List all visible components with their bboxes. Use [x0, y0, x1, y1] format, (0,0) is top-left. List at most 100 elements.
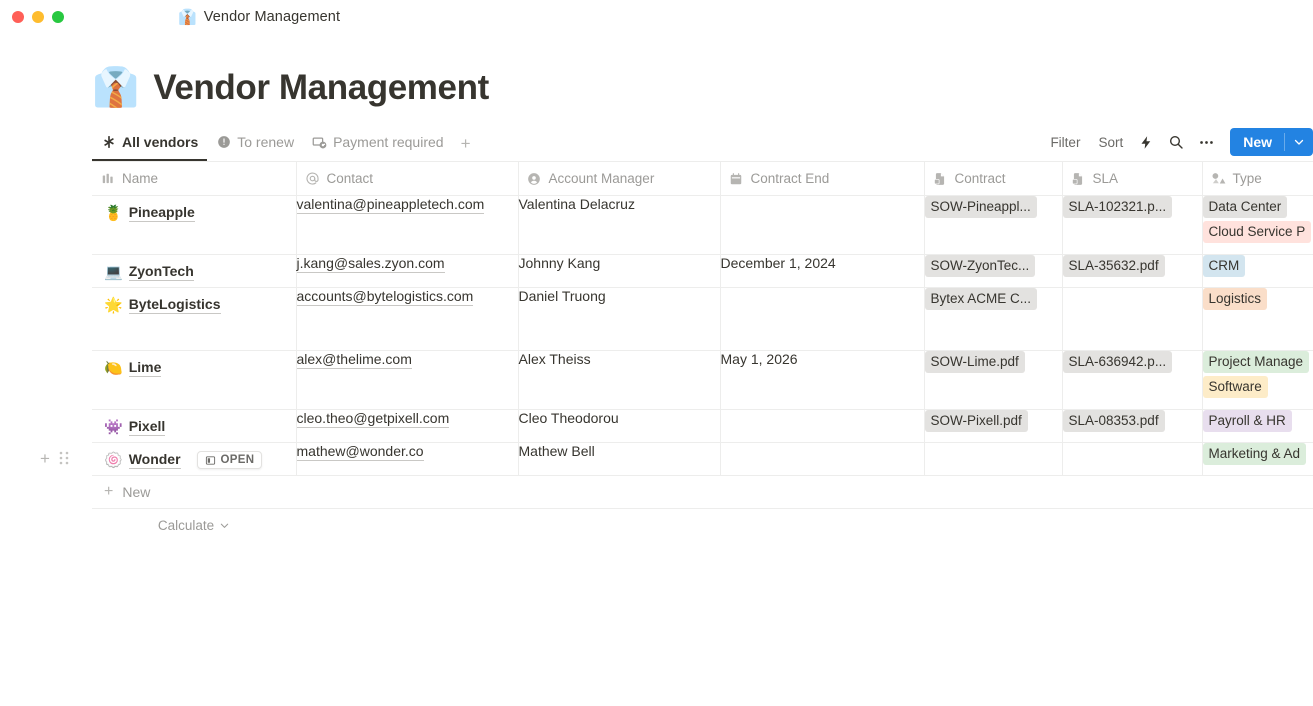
cell-contact[interactable]: mathew@wonder.co	[296, 442, 519, 476]
type-tag[interactable]: Logistics	[1202, 288, 1268, 310]
email-link[interactable]: cleo.theo@getpixell.com	[296, 410, 450, 428]
open-row-button[interactable]: OPEN	[196, 451, 263, 469]
column-header-contract[interactable]: Contract	[924, 161, 1063, 196]
email-link[interactable]: j.kang@sales.zyon.com	[296, 255, 445, 273]
search-icon[interactable]	[1161, 130, 1191, 154]
row-title[interactable]: ZyonTech	[128, 263, 194, 281]
cell-account-manager[interactable]: Daniel Truong	[518, 287, 721, 351]
cell-contract[interactable]: SOW-Pineappl...	[924, 195, 1063, 255]
cell-sla[interactable]: SLA-08353.pdf	[1062, 409, 1203, 443]
tab-all-vendors[interactable]: All vendors	[92, 132, 208, 161]
page-title[interactable]: Vendor Management	[153, 68, 489, 107]
row-title[interactable]: Lime	[128, 359, 162, 377]
lightning-icon[interactable]	[1132, 131, 1161, 154]
cell-sla[interactable]: SLA-636942.p...	[1062, 350, 1203, 410]
row-gutter-controls[interactable]: +	[40, 441, 69, 475]
cell-contact[interactable]: accounts@bytelogistics.com	[296, 287, 519, 351]
cell-contact[interactable]: j.kang@sales.zyon.com	[296, 254, 519, 288]
file-chip[interactable]: SLA-08353.pdf	[1062, 410, 1165, 432]
file-chip[interactable]: SOW-Pixell.pdf	[924, 410, 1028, 432]
cell-contract[interactable]	[924, 442, 1063, 476]
new-button[interactable]: New	[1243, 134, 1272, 150]
file-chip[interactable]: SLA-102321.p...	[1062, 196, 1173, 218]
cell-contact[interactable]: cleo.theo@getpixell.com	[296, 409, 519, 443]
type-tag[interactable]: Marketing & Ad	[1202, 443, 1307, 465]
cell-sla[interactable]	[1062, 287, 1203, 351]
email-link[interactable]: mathew@wonder.co	[296, 443, 424, 461]
cell-name[interactable]: 💻 ZyonTech	[92, 254, 297, 288]
cell-account-manager[interactable]: Cleo Theodorou	[518, 409, 721, 443]
file-chip[interactable]: SOW-Pineappl...	[924, 196, 1037, 218]
zoom-window-button[interactable]	[52, 11, 64, 23]
cell-contract-end[interactable]	[720, 442, 925, 476]
column-header-account-manager[interactable]: Account Manager	[518, 161, 721, 196]
new-row-button[interactable]: + New	[92, 476, 1313, 509]
cell-name[interactable]: 🍋 Lime	[92, 350, 297, 410]
type-tag[interactable]: CRM	[1202, 255, 1246, 277]
calculate-button[interactable]: Calculate	[92, 509, 296, 541]
column-header-contract-end[interactable]: Contract End	[720, 161, 925, 196]
cell-sla[interactable]: SLA-35632.pdf	[1062, 254, 1203, 288]
type-tag[interactable]: Data Center	[1202, 196, 1288, 218]
column-header-sla[interactable]: SLA	[1062, 161, 1203, 196]
table-row[interactable]: 💻 ZyonTech j.kang@sales.zyon.com Johnny Kan…	[92, 254, 1313, 288]
add-view-button[interactable]: +	[460, 134, 471, 153]
file-chip[interactable]: SOW-Lime.pdf	[924, 351, 1025, 373]
cell-contract[interactable]: Bytex ACME C...	[924, 287, 1063, 351]
column-header-type[interactable]: Type	[1202, 161, 1313, 196]
email-link[interactable]: valentina@pineappletech.com	[296, 196, 485, 214]
table-row[interactable]: 🍋 Lime alex@thelime.com Alex Theiss May 1, 2…	[92, 350, 1313, 410]
row-title[interactable]: Pineapple	[128, 204, 195, 222]
row-title[interactable]: Pixell	[128, 418, 166, 436]
cell-sla[interactable]: SLA-102321.p...	[1062, 195, 1203, 255]
cell-type[interactable]: Payroll & HR	[1202, 409, 1313, 443]
tab-payment-required[interactable]: Payment required	[303, 132, 453, 161]
new-button-group[interactable]: New	[1230, 128, 1313, 156]
chevron-down-icon[interactable]	[1285, 128, 1313, 156]
cell-contact[interactable]: alex@thelime.com	[296, 350, 519, 410]
column-header-name[interactable]: Name	[92, 161, 297, 196]
file-chip[interactable]: SOW-ZyonTec...	[924, 255, 1036, 277]
type-tag[interactable]: Project Manage	[1202, 351, 1310, 373]
sort-button[interactable]: Sort	[1098, 134, 1124, 150]
cell-account-manager[interactable]: Valentina Delacruz	[518, 195, 721, 255]
cell-contract[interactable]: SOW-Pixell.pdf	[924, 409, 1063, 443]
cell-sla[interactable]	[1062, 442, 1203, 476]
file-chip[interactable]: Bytex ACME C...	[924, 288, 1038, 310]
cell-type[interactable]: Marketing & Ad	[1202, 442, 1313, 476]
cell-contract[interactable]: SOW-ZyonTec...	[924, 254, 1063, 288]
cell-contract-end[interactable]: December 1, 2024	[720, 254, 925, 288]
cell-account-manager[interactable]: Alex Theiss	[518, 350, 721, 410]
table-row[interactable]: 👾 Pixell cleo.theo@getpixell.com Cleo Theod…	[92, 409, 1313, 443]
cell-type[interactable]: Logistics	[1202, 287, 1313, 351]
drag-handle-icon[interactable]	[59, 451, 69, 465]
table-row[interactable]: 🌟 ByteLogistics accounts@bytelogistics.com…	[92, 287, 1313, 351]
cell-name[interactable]: 🍍 Pineapple	[92, 195, 297, 255]
cell-type[interactable]: CRM	[1202, 254, 1313, 288]
cell-account-manager[interactable]: Mathew Bell	[518, 442, 721, 476]
ellipsis-icon[interactable]	[1191, 130, 1222, 155]
type-tag[interactable]: Cloud Service P	[1202, 221, 1312, 243]
necktie-icon[interactable]: 👔	[92, 67, 140, 109]
cell-name[interactable]: 🌟 ByteLogistics	[92, 287, 297, 351]
row-title[interactable]: ByteLogistics	[128, 296, 221, 314]
cell-contract-end[interactable]	[720, 195, 925, 255]
close-window-button[interactable]	[12, 11, 24, 23]
email-link[interactable]: accounts@bytelogistics.com	[296, 288, 474, 306]
email-link[interactable]: alex@thelime.com	[296, 351, 412, 369]
cell-contract-end[interactable]	[720, 409, 925, 443]
file-chip[interactable]: SLA-35632.pdf	[1062, 255, 1165, 277]
table-row[interactable]: 🍥 Wonder OPEN mathew@wonder.co Mathew Bell Ma…	[92, 442, 1313, 476]
cell-type[interactable]: Project Manage Software	[1202, 350, 1313, 410]
cell-name[interactable]: 👾 Pixell	[92, 409, 297, 443]
cell-contact[interactable]: valentina@pineappletech.com	[296, 195, 519, 255]
file-chip[interactable]: SLA-636942.p...	[1062, 351, 1173, 373]
minimize-window-button[interactable]	[32, 11, 44, 23]
cell-contract[interactable]: SOW-Lime.pdf	[924, 350, 1063, 410]
add-row-button[interactable]: +	[40, 448, 50, 468]
cell-account-manager[interactable]: Johnny Kang	[518, 254, 721, 288]
row-title[interactable]: Wonder	[128, 451, 181, 469]
cell-contract-end[interactable]: May 1, 2026	[720, 350, 925, 410]
tab-to-renew[interactable]: To renew	[207, 132, 303, 161]
type-tag[interactable]: Software	[1202, 376, 1268, 398]
